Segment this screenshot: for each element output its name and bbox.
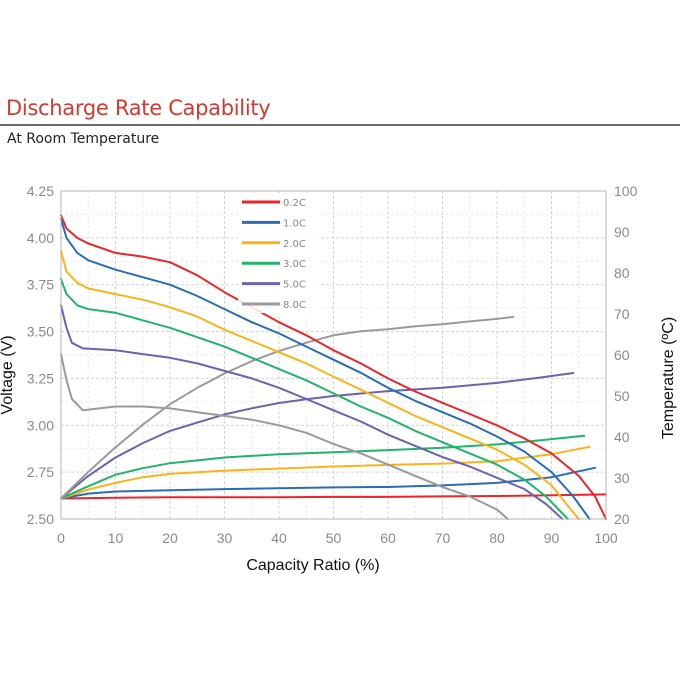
y-tick-label: 4.25	[27, 183, 54, 199]
temperature-line-0-2c	[60, 493, 607, 500]
x-tick-label: 10	[108, 530, 124, 546]
y2-tick-label: 90	[614, 224, 630, 240]
y2-axis-title: Temperature (ºC)	[660, 317, 677, 439]
axes	[60, 190, 607, 520]
temperature-line-8-0c	[60, 315, 515, 500]
y2-tick-label: 40	[614, 429, 630, 445]
legend-label: 8.0C	[283, 300, 306, 311]
legend-item-0-2c: 0.2C	[242, 198, 306, 209]
y-tick-labels: 2.50 2.75 3.00 3.25 3.50 3.75 4.00 4.25	[27, 183, 54, 527]
x-tick-label: 0	[57, 530, 65, 546]
legend-background	[238, 195, 320, 313]
y-tick-label: 3.25	[27, 370, 54, 386]
voltage-line-3-0c	[60, 278, 569, 520]
legend-item-8-0c: 8.0C	[242, 300, 306, 311]
voltage-line-5-0c	[60, 304, 564, 520]
x-tick-label: 50	[326, 530, 342, 546]
y2-tick-label: 20	[614, 511, 630, 527]
temperature-line-3-0c	[60, 434, 586, 500]
voltage-line-0-2c	[60, 214, 607, 520]
legend-label: 3.0C	[283, 259, 306, 270]
y-tick-label: 2.50	[27, 511, 54, 527]
x-tick-label: 100	[594, 530, 618, 546]
legend-item-5-0c: 5.0C	[242, 280, 306, 291]
legend-label: 1.0C	[283, 218, 306, 229]
legend-label: 5.0C	[283, 280, 306, 291]
x-tick-label: 90	[544, 530, 560, 546]
x-tick-label: 40	[271, 530, 287, 546]
temperature-line-2-0c	[60, 445, 591, 500]
y2-tick-label: 70	[614, 306, 630, 322]
legend-label: 2.0C	[283, 239, 306, 250]
plot-lines	[60, 214, 607, 520]
x-tick-labels: 0 10 20 30 40 50 60 70 80 90 100	[57, 530, 618, 546]
legend: 0.2C 1.0C 2.0C 3.0C 5.0C 8.0C	[238, 195, 320, 313]
title-divider	[0, 124, 680, 126]
y-tick-label: 2.75	[27, 464, 54, 480]
y2-tick-label: 100	[614, 183, 638, 199]
x-tick-label: 20	[162, 530, 178, 546]
x-tick-label: 30	[217, 530, 233, 546]
legend-label: 0.2C	[283, 198, 306, 209]
y2-tick-label: 50	[614, 388, 630, 404]
y-tick-label: 3.75	[27, 277, 54, 293]
y-tick-label: 3.50	[27, 324, 54, 340]
legend-item-2-0c: 2.0C	[242, 239, 306, 250]
y2-tick-label: 80	[614, 265, 630, 281]
x-tick-label: 80	[489, 530, 505, 546]
voltage-line-8-0c	[60, 353, 509, 520]
y2-tick-label: 30	[614, 470, 630, 486]
y-axis-title: Voltage (V)	[0, 335, 16, 414]
legend-item-3-0c: 3.0C	[242, 259, 306, 270]
x-tick-label: 60	[380, 530, 396, 546]
y-tick-label: 4.00	[27, 230, 54, 246]
y-tick-label: 3.00	[27, 417, 54, 433]
x-axis-title: Capacity Ratio (%)	[246, 557, 379, 574]
plot-frame	[60, 190, 607, 520]
y2-tick-label: 60	[614, 347, 630, 363]
voltage-line-1-0c	[60, 218, 591, 520]
temperature-line-5-0c	[60, 372, 575, 500]
y2-tick-labels: 20 30 40 50 60 70 80 90 100	[614, 183, 638, 527]
legend-item-1-0c: 1.0C	[242, 218, 306, 229]
voltage-line-2-0c	[60, 250, 580, 520]
page-title: Discharge Rate Capability	[6, 96, 271, 120]
page-subtitle: At Room Temperature	[7, 131, 160, 147]
x-tick-label: 70	[435, 530, 451, 546]
